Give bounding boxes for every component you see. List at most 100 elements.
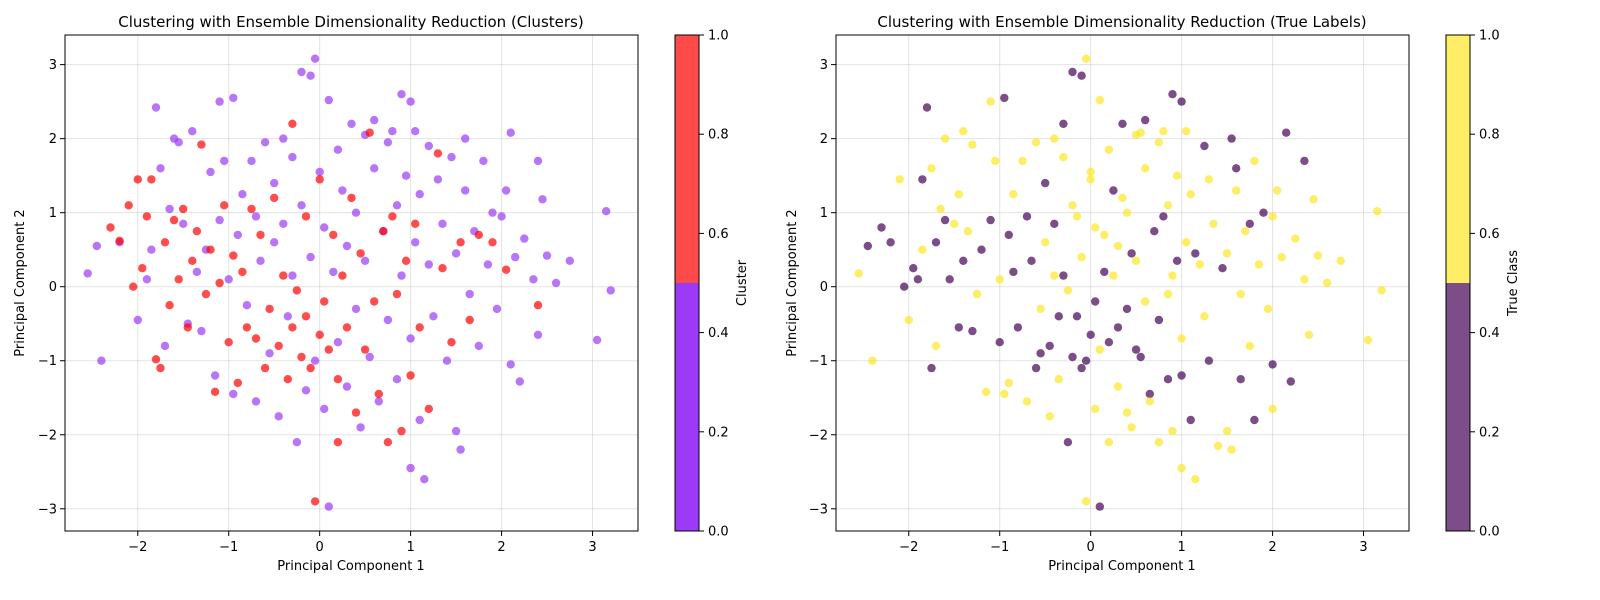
scatter-point [1141, 115, 1150, 125]
scatter-point [1131, 345, 1141, 354]
scatter-point [265, 349, 274, 358]
scatter-point [383, 438, 393, 447]
scatter-point [968, 140, 977, 149]
y-tick-label: 1 [820, 206, 828, 221]
scatter-point [1072, 312, 1082, 321]
scatter-point [538, 195, 547, 204]
scatter-point [1050, 219, 1059, 228]
colorbar-tick-label: 0.4 [708, 326, 729, 341]
scatter-point [351, 408, 361, 417]
scatter-point [151, 103, 161, 112]
x-axis-label: Principal Component 1 [1048, 559, 1195, 574]
scatter-point [877, 223, 886, 232]
x-tick-label: 1 [406, 540, 414, 555]
scatter-point [238, 190, 247, 199]
scatter-point [310, 54, 320, 63]
scatter-point [229, 389, 238, 399]
scatter-point [129, 282, 138, 291]
scatter-point [406, 334, 415, 343]
scatter-point [1313, 251, 1323, 260]
scatter-point [963, 227, 973, 236]
scatter-point [174, 275, 183, 284]
scatter-point [1009, 267, 1018, 277]
scatter-point [165, 301, 174, 310]
y-tick-label: 0 [820, 280, 828, 295]
scatter-point [1227, 445, 1236, 454]
scatter-point [1059, 152, 1068, 162]
scatter-point [415, 323, 424, 332]
y-tick-label: 3 [820, 58, 828, 73]
scatter-point [351, 208, 361, 217]
scatter-point [909, 264, 918, 273]
scatter-point [270, 238, 279, 247]
colorbar-upper [675, 35, 699, 283]
colorbar-tick-label: 0.8 [1479, 128, 1500, 143]
scatter-point [1136, 352, 1145, 362]
scatter-point [1091, 404, 1100, 414]
scatter-point [1159, 212, 1168, 221]
scatter-point [565, 256, 574, 265]
scatter-point [356, 249, 365, 258]
scatter-point [1022, 397, 1032, 406]
scatter-point [288, 119, 297, 128]
scatter-point [424, 141, 433, 151]
scatter-point [1309, 195, 1318, 204]
scatter-point [1063, 438, 1073, 447]
scatter-point [1086, 167, 1095, 177]
scatter-point [429, 312, 438, 321]
scatter-point [233, 230, 242, 240]
colorbar-lower [1446, 283, 1470, 531]
scatter-point [1145, 389, 1155, 399]
scatter-point [1322, 278, 1332, 288]
scatter-point [474, 341, 483, 351]
scatter-point [1172, 171, 1182, 180]
scatter-point [1031, 363, 1041, 373]
scatter-point [602, 207, 611, 216]
scatter-point [1177, 97, 1186, 106]
plot-border [835, 34, 1410, 532]
scatter-point [306, 71, 315, 80]
scatter-point [1272, 186, 1282, 195]
scatter-point [1277, 252, 1286, 262]
colorbar: 0.0 0.2 0.4 0.6 0.8 1.0 Cluster [674, 29, 750, 540]
scatter-point [247, 156, 256, 166]
x-tick-label: 1 [1177, 540, 1185, 555]
scatter-point [288, 323, 297, 332]
scatter-point [1163, 375, 1173, 384]
y-tick-label: −1 [38, 354, 57, 369]
chart-title: Clustering with Ensemble Dimensionality … [118, 13, 583, 31]
scatter-point [438, 219, 447, 228]
scatter-point [868, 356, 877, 365]
scatter-point [397, 426, 406, 436]
scatter-point [138, 264, 147, 273]
scatter-point [959, 127, 968, 136]
scatter-point [1068, 352, 1077, 362]
scatter-point [1222, 249, 1232, 258]
scatter-point [1154, 438, 1164, 447]
scatter-point [383, 315, 393, 325]
scatter-point [188, 127, 197, 136]
scatter-point [511, 252, 520, 262]
scatter-point [940, 134, 950, 143]
scatter-point [1363, 335, 1373, 345]
scatter-point [251, 397, 261, 406]
scatter-point [922, 103, 932, 112]
scatter-point [433, 175, 443, 184]
scatter-point [506, 128, 515, 137]
scatter-point [456, 445, 465, 454]
scatter-point [606, 286, 615, 295]
x-tick-label: −2 [899, 540, 918, 555]
scatter-point [406, 463, 415, 473]
scatter-point [1081, 356, 1091, 365]
scatter-point [160, 341, 170, 351]
scatter-point [1113, 382, 1123, 391]
scatter-point [411, 127, 420, 136]
scatter-point [333, 438, 343, 447]
chart-true-labels: Clustering with Ensemble Dimensionality … [785, 13, 1521, 574]
x-tick-label: −2 [128, 540, 147, 555]
scatter-point [288, 152, 297, 162]
scatter-point [959, 256, 968, 265]
scatter-point [1154, 315, 1164, 325]
scatter-point [274, 341, 283, 351]
scatter-point [133, 175, 142, 184]
